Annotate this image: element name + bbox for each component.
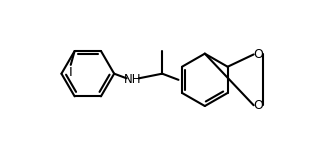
Text: O: O [253,48,263,61]
Text: I: I [69,66,73,79]
Text: O: O [253,99,263,112]
Text: NH: NH [124,73,142,86]
